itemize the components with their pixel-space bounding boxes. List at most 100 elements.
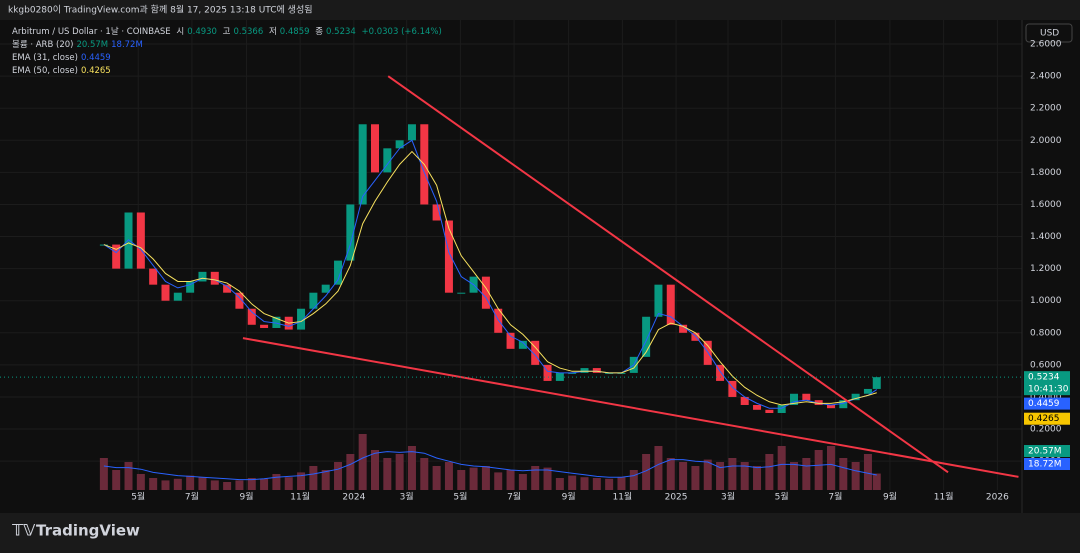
volume-bar (272, 474, 281, 490)
volume-bar (605, 478, 614, 490)
candle (272, 316, 281, 328)
volume-bar (592, 478, 601, 490)
y-tick-label: 2.2000 (1030, 104, 1062, 114)
currency-button[interactable] (1025, 23, 1073, 43)
volume-bar (284, 477, 293, 490)
volume-bar (666, 458, 675, 490)
y-tick-label: 1.8000 (1030, 168, 1062, 178)
caption: kkgb0280이 TradingView.com과 함께 8월 17, 202… (8, 4, 313, 16)
y-tick-label: 0.6000 (1030, 360, 1062, 370)
volume-bar (149, 478, 158, 490)
last-price-badge-bg (1024, 371, 1070, 396)
volume-bar (703, 459, 712, 490)
candle (149, 268, 158, 285)
volume-bar (223, 482, 232, 490)
y-tick-label: 0.4000 (1030, 392, 1062, 402)
candle (790, 393, 799, 405)
symbol: Arbitrum / US Dollar · 1날 · COINBASE (12, 27, 171, 37)
ema50: 0.4265 (80, 66, 111, 76)
volume-bar (765, 454, 774, 490)
ema50-badge-bg (1024, 412, 1070, 425)
volume-bar (568, 475, 577, 490)
x-tick-label: 11월 (290, 491, 310, 503)
candle (872, 377, 881, 389)
candle (506, 332, 515, 349)
candle (666, 284, 675, 325)
volume-bar (186, 475, 195, 490)
legend-main: Arbitrum / US Dollar · 1날 · COINBASE 시 0.… (12, 26, 445, 38)
candle (112, 244, 121, 269)
volume-bar (518, 474, 527, 490)
volume-bar (99, 458, 108, 490)
candle (851, 393, 860, 401)
y-tick-label: 1.0000 (1030, 296, 1062, 306)
volume-bar (753, 466, 762, 490)
x-tick-label: 7월 (507, 491, 521, 503)
volume-bar (802, 458, 811, 490)
footer-bar (0, 513, 1080, 553)
volume-bar (346, 454, 355, 490)
trendline (242, 337, 1019, 478)
volume-bar (872, 473, 881, 490)
volume-bar (260, 478, 269, 490)
volume-bar (358, 434, 367, 490)
volume-badge: 20.57M (1028, 447, 1062, 457)
volume-bar (826, 446, 835, 490)
volume-bar (469, 467, 478, 490)
y-tick-label: 0.8000 (1030, 328, 1062, 338)
volume-ma: 18.72M (111, 40, 143, 50)
brand: TradingView (36, 522, 140, 540)
volume-bar (161, 480, 170, 490)
candle (679, 324, 688, 333)
volume-bar (297, 472, 306, 490)
x-tick-label: 7월 (828, 491, 842, 503)
y-tick-label: 1.4000 (1030, 232, 1062, 242)
ema-line (103, 150, 877, 406)
volume-ma-badge: 18.72M (1028, 460, 1062, 470)
x-tick-label: 9월 (239, 491, 253, 503)
candle (198, 271, 207, 282)
y-tick-label: 2.4000 (1030, 72, 1062, 82)
y-tick-label: 0.2000 (1030, 425, 1062, 435)
volume-bar (210, 480, 219, 490)
volume-bar (790, 462, 799, 490)
x-tick-label: 5월 (453, 491, 467, 503)
volume-bar (309, 466, 318, 490)
logo-mark: 𝕋𝕍 (12, 521, 36, 540)
candle (814, 400, 823, 405)
close: 0.5234 (326, 27, 356, 37)
volume-bar (691, 466, 700, 490)
candle (716, 364, 725, 381)
volume-ma-badge-bg (1024, 458, 1070, 470)
volume-bar (814, 450, 823, 490)
ema31-title: EMA (31, close) (12, 53, 78, 63)
x-tick-label: 9월 (562, 491, 576, 503)
candle (136, 212, 145, 269)
candle (740, 396, 749, 405)
legend-ema50: EMA (50, close) 0.4265 (12, 65, 114, 77)
candle (518, 340, 527, 349)
x-tick-label: 9월 (883, 491, 897, 503)
candle (124, 212, 133, 269)
candle (309, 292, 318, 309)
volume-bar (654, 446, 663, 490)
volume-bar (851, 462, 860, 490)
ema31-badge-bg (1024, 397, 1070, 410)
volume-bar (124, 462, 133, 490)
volume-bar (334, 462, 343, 490)
volume-bar (863, 454, 872, 490)
open-label: 시 (176, 27, 185, 37)
volume: 20.57M (76, 40, 109, 50)
volume-bar (420, 458, 429, 490)
x-tick-label: 11월 (612, 491, 632, 503)
candle (334, 260, 343, 285)
volume-bar (407, 446, 416, 490)
x-tick-label: 3월 (400, 491, 414, 503)
x-tick-label: 5월 (775, 491, 789, 503)
candle (481, 276, 490, 309)
ema-line (103, 139, 878, 409)
volume-bar (580, 477, 589, 490)
x-tick-label: 11월 (934, 491, 954, 503)
candle (642, 316, 651, 357)
volume-bar (740, 462, 749, 490)
